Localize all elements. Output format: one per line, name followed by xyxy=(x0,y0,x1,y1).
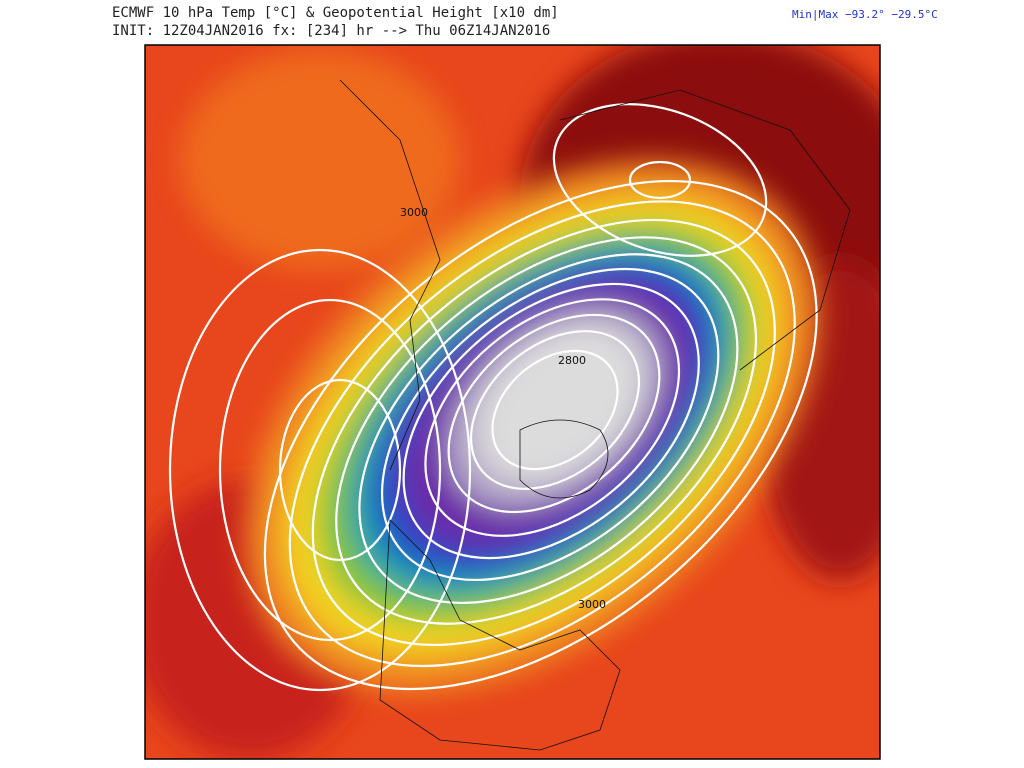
map-frame xyxy=(144,44,881,760)
min-max: Min|Max −93.2° −29.5°C xyxy=(792,8,938,21)
contour-label: 2800 xyxy=(558,354,586,367)
contours xyxy=(168,103,818,692)
map-field xyxy=(145,45,880,759)
subtitle: INIT: 12Z04JAN2016 fx: [234] hr --> Thu … xyxy=(112,23,551,39)
contour-label: 3000 xyxy=(400,206,428,219)
coastlines xyxy=(339,79,851,751)
title: ECMWF 10 hPa Temp [°C] & Geopotential He… xyxy=(112,5,559,21)
contour-label: 3000 xyxy=(578,598,606,611)
